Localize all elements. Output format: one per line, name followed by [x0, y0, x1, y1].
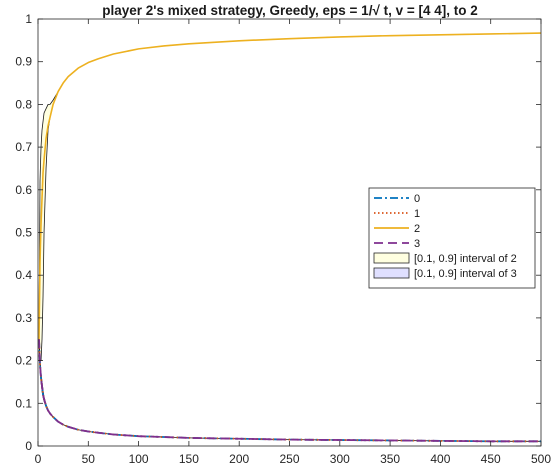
band-interval-3: [38, 339, 541, 442]
legend: 0 1 2 3 [0.1, 0.9] interval of 2 [0.1, 0.9] i…: [368, 187, 536, 289]
y-tick-label: 0.9: [15, 55, 32, 69]
x-tick-label: 150: [179, 452, 199, 466]
chart-title: player 2's mixed strategy, Greedy, eps =…: [102, 3, 478, 18]
x-tick-label: 300: [330, 452, 350, 466]
series-line-0: [38, 339, 541, 443]
x-tick-label: 200: [229, 452, 249, 466]
x-tick-label: 100: [129, 452, 149, 466]
x-tick-label: 500: [531, 452, 551, 466]
y-tick-label: 0: [25, 439, 32, 453]
legend-label: 1: [414, 208, 420, 220]
x-tick-label: 400: [430, 452, 450, 466]
y-tick-label: 0.8: [15, 97, 32, 111]
legend-label: 2: [414, 223, 420, 235]
y-tick-label: 1: [25, 12, 32, 26]
plot-area: [38, 32, 541, 443]
y-tick-label: 0.4: [15, 268, 32, 282]
legend-label: 3: [414, 238, 420, 250]
legend-label: [0.1, 0.9] interval of 2: [414, 253, 517, 265]
series-line-3: [38, 339, 541, 443]
series-line-2: [38, 32, 541, 340]
x-tick-label: 250: [279, 452, 299, 466]
x-tick-label: 50: [82, 452, 96, 466]
legend-patch: [373, 267, 410, 279]
y-tick-label: 0.2: [15, 354, 32, 368]
legend-label: 0: [414, 193, 420, 205]
y-tick-label: 0.6: [15, 183, 32, 197]
legend-patch: [373, 252, 410, 264]
plot-content: [38, 32, 541, 443]
y-tick-label: 0.1: [15, 396, 32, 410]
y-tick-label: 0.7: [15, 140, 32, 154]
legend-label: [0.1, 0.9] interval of 3: [414, 268, 517, 280]
x-tick-label: 450: [481, 452, 501, 466]
series-line-1: [38, 339, 541, 443]
y-tick-label: 0.3: [15, 311, 32, 325]
x-tick-label: 0: [35, 452, 42, 466]
x-tick-label: 350: [380, 452, 400, 466]
axes: 0 50 100 150 200 250 300 350 400 450 500 0 0.1 0.2 0.3…: [15, 12, 551, 466]
y-tick-label: 0.5: [15, 226, 32, 240]
